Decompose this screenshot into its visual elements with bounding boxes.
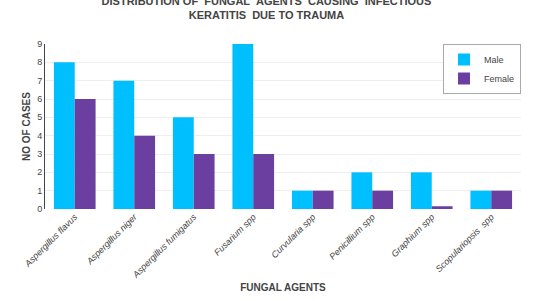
svg-text:Male: Male (484, 55, 504, 65)
svg-text:FUNGAL AGENTS: FUNGAL AGENTS (240, 282, 326, 293)
svg-text:DISTRIBUTION OF FUNGAL AGENT: DISTRIBUTION OF FUNGAL AGENTS CAUSING IN… (102, 0, 432, 21)
svg-text:9: 9 (37, 39, 42, 49)
svg-text:Scopulariopsis spp: Scopulariopsis spp (434, 212, 496, 274)
svg-text:0: 0 (37, 204, 42, 214)
svg-text:Penicillium spp: Penicillium spp (327, 212, 377, 262)
svg-text:Aspergillus flavus: Aspergillus flavus (22, 212, 80, 270)
svg-text:6: 6 (37, 94, 42, 104)
svg-text:5: 5 (37, 112, 42, 122)
svg-text:Female: Female (484, 74, 514, 84)
svg-text:Curvularia spp: Curvularia spp (269, 212, 317, 260)
svg-text:Aspergillus fumigatus: Aspergillus fumigatus (130, 212, 199, 281)
svg-text:NO OF CASES: NO OF CASES (21, 92, 32, 161)
svg-text:Graphium spp: Graphium spp (389, 212, 436, 259)
svg-text:Fusarium spp: Fusarium spp (212, 212, 258, 258)
svg-text:2: 2 (37, 167, 42, 177)
svg-text:1: 1 (37, 186, 42, 196)
svg-text:8: 8 (37, 57, 42, 67)
svg-text:Aspergillus niger: Aspergillus niger (84, 211, 140, 267)
svg-text:3: 3 (37, 149, 42, 159)
svg-text:7: 7 (37, 76, 42, 86)
svg-text:4: 4 (37, 131, 42, 141)
